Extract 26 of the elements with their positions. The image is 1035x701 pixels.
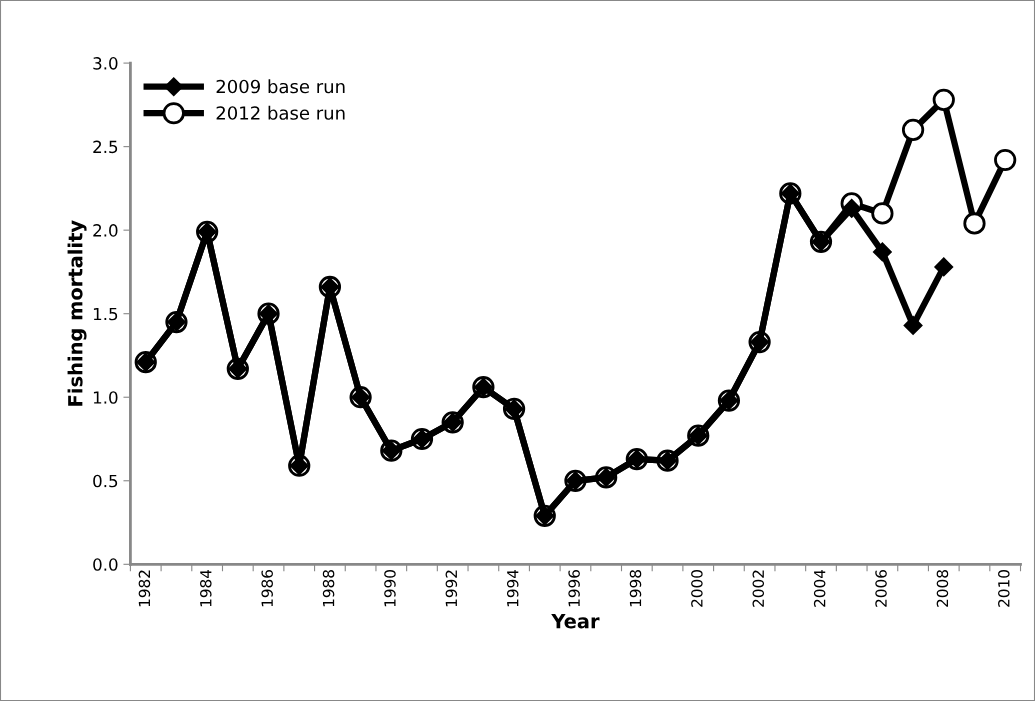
x-tick-label: 1998 — [629, 570, 642, 607]
x-tick-label: 2004 — [813, 569, 826, 607]
x-tick-label: 2006 — [875, 569, 887, 607]
x-tick-label: 1994 — [506, 569, 519, 607]
y-tick-label: 2.0 — [93, 224, 118, 237]
y-tick-label: 0.0 — [93, 558, 118, 571]
x-tick-label: 1982 — [138, 570, 151, 607]
x-tick-label: 1990 — [384, 570, 396, 607]
y-tick-label: 1.0 — [93, 391, 118, 404]
x-tick-label: 1984 — [200, 569, 212, 607]
x-tick-label: 2002 — [752, 570, 765, 607]
y-tick-label: 1.5 — [93, 307, 118, 321]
y-tick-label: 3.0 — [93, 57, 118, 70]
x-tick-label: 2000 — [691, 570, 703, 607]
x-tick-label: 2010 — [998, 570, 1010, 607]
legend-label: 2012 base run — [216, 105, 345, 120]
y-axis-title: Fishing mortality — [67, 220, 87, 406]
legend-label: 2009 base run — [216, 79, 345, 94]
x-axis-title: Year — [551, 614, 600, 629]
x-tick-label: 2008 — [936, 570, 949, 607]
x-tick-label: 1986 — [261, 569, 273, 607]
x-tick-label: 1992 — [445, 570, 458, 607]
x-tick-label: 1996 — [568, 569, 580, 607]
y-tick-label: 0.5 — [93, 474, 118, 488]
x-tick-label: 1988 — [322, 570, 335, 607]
y-tick-label: 2.5 — [93, 140, 118, 154]
